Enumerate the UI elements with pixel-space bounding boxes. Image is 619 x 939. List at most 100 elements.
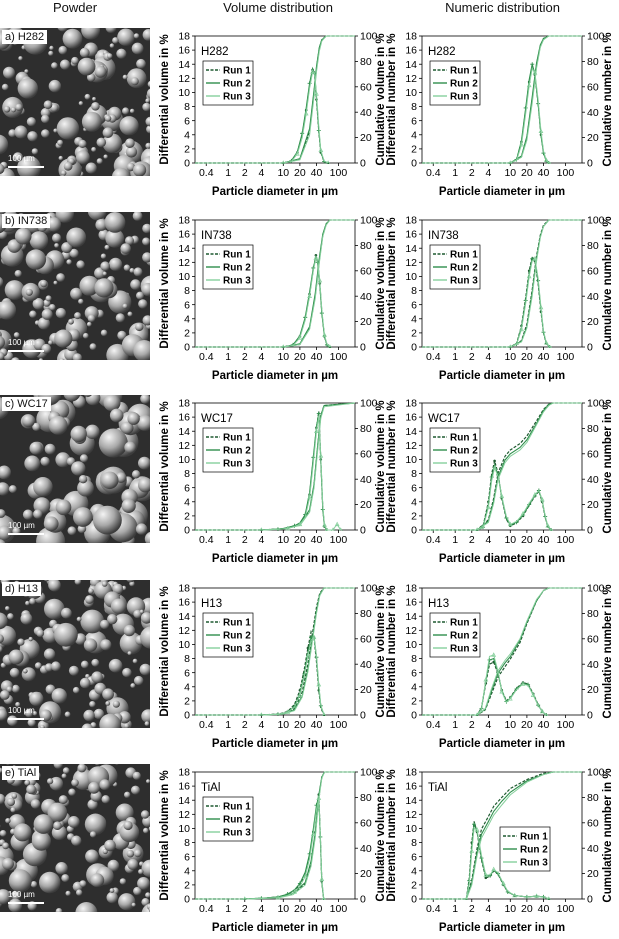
particle	[66, 259, 72, 265]
particle	[140, 810, 150, 819]
particle	[55, 862, 68, 875]
particle	[44, 598, 65, 620]
particle	[77, 57, 96, 76]
particle	[121, 498, 136, 513]
x-axis-label: Particle diameter in µm	[439, 186, 565, 198]
legend-label-run-1: Run 1	[450, 66, 478, 77]
data-point	[483, 676, 489, 682]
y-tick-label: 6	[411, 851, 417, 863]
particle	[11, 793, 18, 799]
y-tick-label: 10	[405, 823, 417, 835]
x-tick-label: 10	[277, 719, 289, 731]
y-tick-label: 0	[184, 525, 190, 537]
y-tick-label: 16	[405, 412, 417, 424]
particle	[40, 107, 51, 118]
particle	[102, 688, 114, 701]
particle	[127, 311, 133, 317]
particle	[141, 282, 150, 297]
chart-svg: 0.4 1 2 4 10 20 40 1000246810121416180204060801…	[159, 31, 387, 198]
particle	[144, 531, 150, 543]
particle	[17, 78, 38, 99]
x-tick-label: 100	[330, 351, 348, 363]
particle	[109, 888, 115, 893]
particle	[133, 33, 140, 39]
data-point	[534, 893, 539, 898]
particle	[0, 690, 10, 700]
particle	[83, 395, 92, 398]
y2-axis-label: Cumulative number in %	[602, 216, 614, 350]
y-tick-label: 18	[178, 398, 190, 410]
y-tick-label: 0	[411, 894, 417, 906]
x-tick-label: 40	[538, 719, 550, 731]
particle	[41, 129, 50, 138]
x-axis-label: Particle diameter in µm	[212, 922, 338, 934]
data-point	[318, 147, 324, 153]
powder-label: a) H282	[2, 30, 48, 44]
particle	[102, 848, 108, 855]
particle	[63, 395, 81, 402]
y-tick-label: 10	[178, 271, 190, 283]
volume-distribution-chart-b: 0.4 1 2 4 10 20 40 100 0 2 4 6 8 10 12 14 16 18 0 20 40 60 80 1…	[155, 212, 387, 387]
particle	[98, 428, 128, 458]
x-axis-label: Particle diameter in µm	[439, 922, 565, 934]
legend-label-run-1: Run 1	[520, 832, 548, 843]
particle	[72, 353, 82, 360]
chart-svg: 0.4 1 2 4 10 20 40 1000246810121416180204060801…	[386, 398, 614, 565]
particle	[115, 803, 134, 822]
data-point	[259, 527, 264, 531]
particle	[7, 239, 22, 253]
y2-tick-label: 0	[360, 710, 366, 722]
legend-label-run-3: Run 3	[223, 459, 251, 470]
scale-bar-label: 100 µm	[8, 706, 35, 715]
particle	[14, 227, 32, 245]
x-tick-label: 4	[258, 167, 264, 179]
particle	[1, 83, 9, 91]
particle	[29, 310, 37, 318]
y-tick-label: 6	[184, 482, 190, 494]
panel-title: H282	[201, 46, 229, 58]
particle	[94, 65, 107, 78]
y-tick-label: 2	[411, 143, 417, 155]
particle	[79, 47, 90, 58]
particle	[78, 475, 88, 484]
y-tick-label: 4	[411, 681, 417, 693]
particle	[112, 37, 119, 44]
y-tick-label: 0	[411, 342, 417, 354]
x-axis-label: Particle diameter in µm	[212, 553, 338, 565]
data-point	[294, 151, 300, 156]
differential-line-run-3	[422, 654, 547, 716]
data-point	[242, 896, 247, 900]
particle	[104, 839, 116, 852]
legend-label-run-3: Run 3	[450, 644, 478, 655]
particle	[77, 479, 94, 497]
x-tick-label: 4	[485, 534, 491, 546]
particle	[50, 661, 61, 672]
y-tick-label: 2	[184, 510, 190, 522]
particle	[147, 80, 150, 88]
particle	[48, 580, 61, 592]
particle	[32, 711, 38, 716]
plot-area	[422, 771, 582, 900]
particle	[83, 638, 98, 652]
legend: Run 1 Run 2 Run 3	[202, 60, 254, 106]
y2-tick-label: 60	[587, 448, 599, 460]
y-tick-label: 6	[411, 115, 417, 127]
particle	[79, 454, 89, 463]
particle	[55, 908, 63, 912]
particle	[122, 303, 128, 309]
x-tick-label: 40	[538, 903, 550, 915]
x-tick-label: 40	[311, 534, 323, 546]
y2-tick-label: 40	[360, 659, 372, 671]
y-tick-label: 2	[411, 695, 417, 707]
particle	[109, 408, 124, 423]
particle	[71, 56, 79, 65]
particle	[119, 878, 127, 885]
y-tick-label: 16	[405, 597, 417, 609]
particle	[85, 849, 99, 864]
particle	[61, 773, 67, 779]
particle	[94, 764, 101, 766]
cumulative-line-run-3	[422, 587, 582, 716]
chart-svg: 0.4 1 2 4 10 20 40 1000246810121416180204060801…	[386, 215, 614, 382]
particle	[32, 298, 45, 310]
particle	[109, 257, 123, 271]
